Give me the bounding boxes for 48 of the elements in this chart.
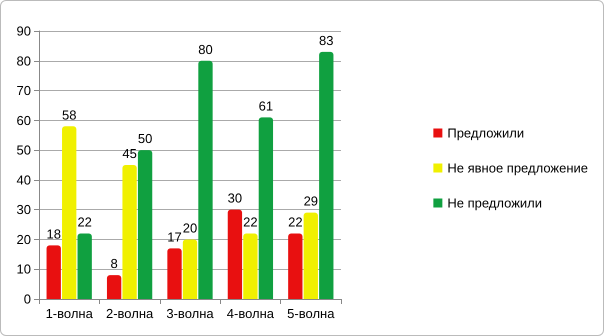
data-label: 45 bbox=[122, 146, 137, 161]
legend-label: Не предложили bbox=[447, 196, 542, 210]
x-tick-label: 3-волна bbox=[166, 306, 214, 321]
y-tick-label: 70 bbox=[16, 83, 31, 98]
bar bbox=[182, 239, 198, 299]
y-tick-label: 90 bbox=[16, 24, 31, 38]
data-label: 29 bbox=[304, 194, 318, 209]
data-label: 22 bbox=[288, 214, 303, 230]
data-label: 20 bbox=[182, 220, 198, 236]
y-tick-label: 80 bbox=[16, 53, 31, 68]
legend-label: Не явное предложение bbox=[447, 160, 588, 176]
y-tick-label: 20 bbox=[16, 232, 31, 247]
data-label: 18 bbox=[46, 226, 61, 242]
x-tick-label: 2-волна bbox=[106, 306, 154, 321]
bar bbox=[167, 248, 182, 299]
y-tick-label: 10 bbox=[16, 262, 31, 277]
bar bbox=[138, 150, 152, 299]
y-tick-label: 40 bbox=[16, 172, 31, 188]
bar bbox=[228, 210, 242, 299]
bar bbox=[46, 245, 61, 299]
data-label: 80 bbox=[198, 42, 213, 57]
data-label: 58 bbox=[62, 107, 76, 122]
x-tick-label: 1-волна bbox=[46, 306, 94, 321]
data-label: 83 bbox=[319, 32, 334, 48]
bar bbox=[198, 60, 213, 299]
y-tick-label: 0 bbox=[24, 292, 31, 306]
data-label: 50 bbox=[138, 131, 152, 146]
bar bbox=[304, 212, 318, 299]
bar bbox=[243, 233, 258, 299]
bar bbox=[258, 117, 274, 299]
data-label: 22 bbox=[243, 214, 258, 230]
x-tick-label: 4-волна bbox=[226, 306, 275, 321]
data-label: 61 bbox=[258, 98, 274, 114]
y-tick-label: 50 bbox=[16, 142, 31, 158]
y-tick-label: 60 bbox=[16, 112, 31, 128]
bar bbox=[122, 165, 137, 299]
bar bbox=[78, 233, 92, 299]
bar bbox=[319, 52, 334, 299]
x-tick-label: 5-волна bbox=[287, 306, 336, 321]
data-label: 22 bbox=[77, 214, 92, 230]
y-tick-label: 30 bbox=[16, 202, 31, 218]
bar bbox=[288, 233, 302, 299]
bar bbox=[106, 275, 122, 299]
data-label: 17 bbox=[167, 229, 182, 244]
data-label: 30 bbox=[228, 190, 242, 206]
data-label: 8 bbox=[110, 256, 118, 272]
legend-label: Предложили bbox=[447, 126, 524, 140]
bar bbox=[62, 126, 76, 299]
